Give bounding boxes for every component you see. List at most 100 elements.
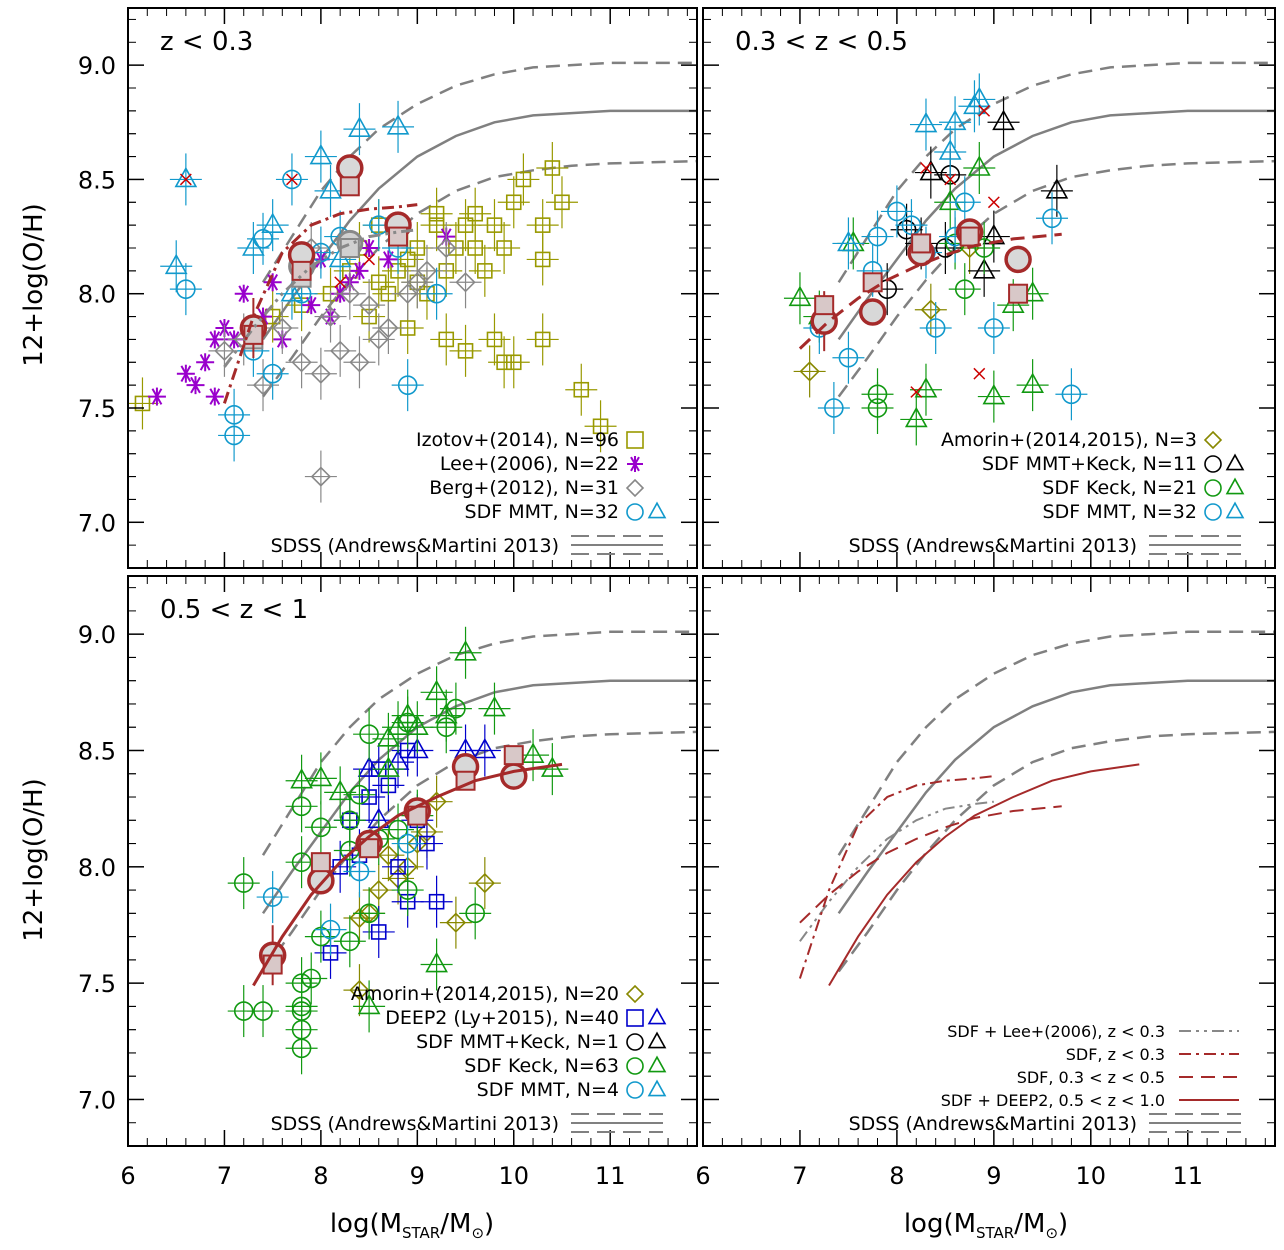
data-point xyxy=(397,833,418,854)
data-point xyxy=(1042,208,1062,229)
y-tick-label: 9.0 xyxy=(78,621,116,649)
data-point xyxy=(436,237,457,259)
data-point xyxy=(647,501,667,519)
data-point xyxy=(330,340,351,361)
data-point xyxy=(943,109,967,131)
x-tick-label: 8 xyxy=(313,1162,328,1190)
data-point xyxy=(186,376,205,395)
y-tick-label: 9.0 xyxy=(78,52,116,80)
data-point xyxy=(1225,501,1245,519)
data-point xyxy=(626,503,644,521)
legend-entry: SDSS (Andrews&Martini 2013) xyxy=(271,535,559,557)
legend-entry: Berg+(2012), N=31 xyxy=(429,477,619,499)
data-point xyxy=(405,737,429,759)
data-point xyxy=(348,116,371,137)
legend-entry: Amorin+(2014,2015), N=20 xyxy=(351,983,619,1005)
data-point xyxy=(357,756,381,777)
y-tick-label: 8.5 xyxy=(78,166,116,194)
data-point xyxy=(319,178,342,199)
data-point xyxy=(368,329,389,350)
data-point xyxy=(205,330,224,349)
data-point xyxy=(291,260,312,281)
x-tick-label: 7 xyxy=(792,1162,807,1190)
data-point xyxy=(647,1079,667,1097)
data-point xyxy=(454,640,477,661)
panel-frame xyxy=(127,575,698,1147)
data-point xyxy=(386,114,410,135)
data-point xyxy=(935,238,956,258)
x-tick-label: 8 xyxy=(889,1162,904,1190)
data-point xyxy=(301,968,322,989)
data-point xyxy=(967,155,991,176)
data-point xyxy=(887,201,907,222)
fit-curve-lee xyxy=(799,800,994,942)
data-point xyxy=(1008,283,1029,304)
data-point xyxy=(311,817,331,838)
data-point xyxy=(627,456,643,472)
sdss-curve-sdss_upper xyxy=(261,61,697,283)
y-axis-title-top: 12+log(O/H) xyxy=(19,203,49,367)
cross-stroke xyxy=(973,367,986,380)
data-point xyxy=(973,367,986,380)
data-point xyxy=(838,347,859,368)
data-point xyxy=(368,879,389,901)
data-point xyxy=(386,714,410,736)
legend-entry: SDF MMT, N=32 xyxy=(465,501,619,523)
data-point xyxy=(378,317,399,339)
fit-curve-sdf_z03 xyxy=(222,203,418,404)
data-point xyxy=(339,283,360,304)
x-tick-label: 9 xyxy=(410,1162,425,1190)
panel-label: 0.5 < z < 1 xyxy=(160,595,308,625)
data-point xyxy=(349,907,370,929)
legend-entry: DEEP2 (Ly+2015), N=40 xyxy=(385,1007,619,1029)
data-point xyxy=(339,176,360,197)
data-point xyxy=(379,250,398,269)
data-point xyxy=(291,1001,312,1021)
data-point xyxy=(438,331,455,348)
data-point xyxy=(544,160,561,176)
data-point xyxy=(390,859,406,875)
data-point xyxy=(428,893,445,910)
data-point xyxy=(974,238,994,258)
legend-entry: SDF MMT+Keck, N=1 xyxy=(416,1031,619,1053)
data-point xyxy=(496,354,512,371)
data-point xyxy=(534,331,551,348)
data-point xyxy=(534,251,551,268)
panel-2: 6 7 8 9 10 11 7.0 7.5 8.0 8.5 9.0 0.5 < z < 1 Amorin… xyxy=(78,575,698,1190)
panel-frame xyxy=(702,575,1276,1147)
data-point xyxy=(416,260,438,281)
data-point xyxy=(925,318,946,338)
legend-entry: SDF + Lee+(2006), z < 0.3 xyxy=(947,1022,1165,1041)
data-point xyxy=(920,162,932,174)
data-point xyxy=(359,838,380,859)
y-tick-label: 7.0 xyxy=(78,1086,116,1114)
cross-stroke xyxy=(363,253,376,266)
data-point xyxy=(938,139,962,160)
x-tick-label: 9 xyxy=(986,1162,1001,1190)
legend-entry: Izotov+(2014), N=96 xyxy=(416,429,619,451)
data-point xyxy=(626,1009,644,1027)
y-axis-title-bottom: 12+log(O/H) xyxy=(19,778,49,942)
data-point xyxy=(500,762,528,790)
x-tick-label: 6 xyxy=(695,1162,710,1190)
data-point xyxy=(920,299,941,320)
fit-curve-sdf_z35 xyxy=(798,232,1062,350)
data-point xyxy=(626,1081,644,1099)
data-point xyxy=(473,737,497,759)
sdss-curve-sdss_upper xyxy=(261,630,697,856)
data-point xyxy=(397,375,418,395)
data-point xyxy=(426,283,447,304)
x-axis-title-right: log(MSTAR/M⊙) xyxy=(904,1209,1068,1242)
data-point xyxy=(1204,503,1222,521)
x-tick-label: 10 xyxy=(1076,1162,1107,1190)
x-tick-label: 10 xyxy=(498,1162,529,1190)
data-point xyxy=(399,251,416,268)
data-point xyxy=(467,240,483,256)
legend-entry: Amorin+(2014,2015), N=3 xyxy=(941,429,1197,451)
data-point xyxy=(867,226,888,247)
data-point xyxy=(1021,372,1044,393)
fit-curve-sdf_z51 xyxy=(828,763,1140,987)
data-point xyxy=(445,912,467,933)
